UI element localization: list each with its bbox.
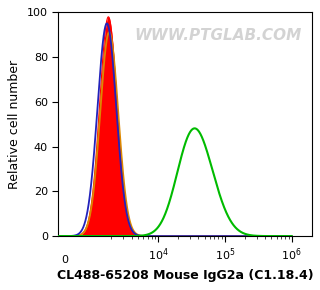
Y-axis label: Relative cell number: Relative cell number <box>8 60 21 189</box>
Text: 0: 0 <box>61 255 68 265</box>
Text: WWW.PTGLAB.COM: WWW.PTGLAB.COM <box>134 28 301 43</box>
X-axis label: CL488-65208 Mouse IgG2a (C1.18.4): CL488-65208 Mouse IgG2a (C1.18.4) <box>57 269 313 282</box>
